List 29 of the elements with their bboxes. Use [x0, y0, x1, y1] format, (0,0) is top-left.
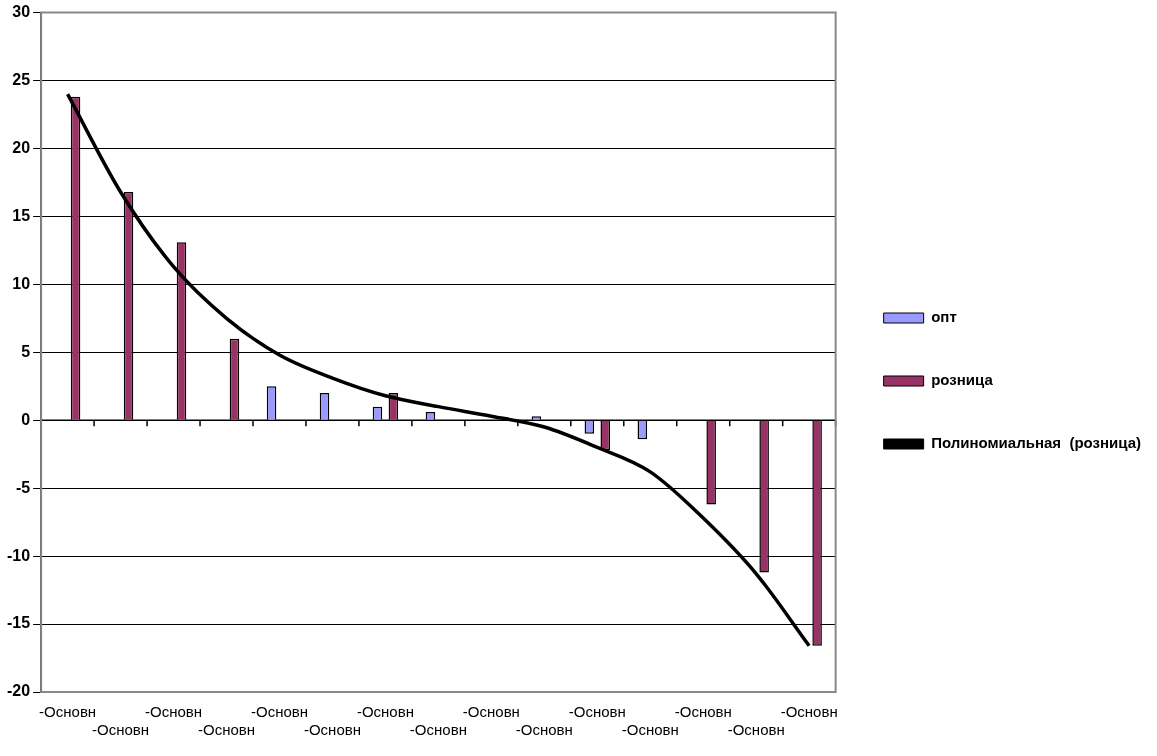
x-tick-label: -Основн	[780, 703, 838, 721]
legend-label: розница	[931, 371, 994, 389]
x-tick-label: -Основн	[515, 721, 573, 739]
y-tick-label: 5	[21, 342, 31, 360]
x-tick-label: -Основн	[409, 721, 467, 739]
y-tick-label: 20	[12, 138, 31, 156]
x-tick-label: -Основн	[145, 703, 203, 721]
y-tick-label: -5	[15, 478, 31, 496]
y-tick-label: 10	[12, 274, 31, 292]
x-tick-label: -Основн	[727, 721, 785, 739]
y-tick-label: 25	[12, 70, 31, 88]
y-tick-label: -10	[7, 546, 31, 564]
x-tick-label: -Основн	[197, 721, 256, 739]
x-tick-label: -Основн	[356, 703, 414, 721]
x-tick-label: -Основн	[621, 721, 679, 739]
x-tick-label: -Основн	[568, 703, 626, 721]
legend-label: Полиномиальная (розница)	[931, 434, 1142, 452]
x-tick-label: -Основн	[250, 703, 309, 721]
y-tick-label: 30	[12, 3, 31, 21]
y-tick-label: -15	[7, 614, 31, 632]
legend-label: опт	[931, 308, 957, 326]
x-tick-label: -Основн	[303, 721, 361, 739]
y-tick-label: 0	[21, 410, 31, 428]
y-tick-label: -20	[7, 682, 31, 700]
x-tick-label: -Основн	[39, 703, 97, 721]
x-tick-label: -Основн	[92, 721, 150, 739]
x-tick-label: -Основн	[674, 703, 732, 721]
y-tick-label: 15	[12, 206, 31, 224]
x-tick-label: -Основн	[462, 703, 520, 721]
